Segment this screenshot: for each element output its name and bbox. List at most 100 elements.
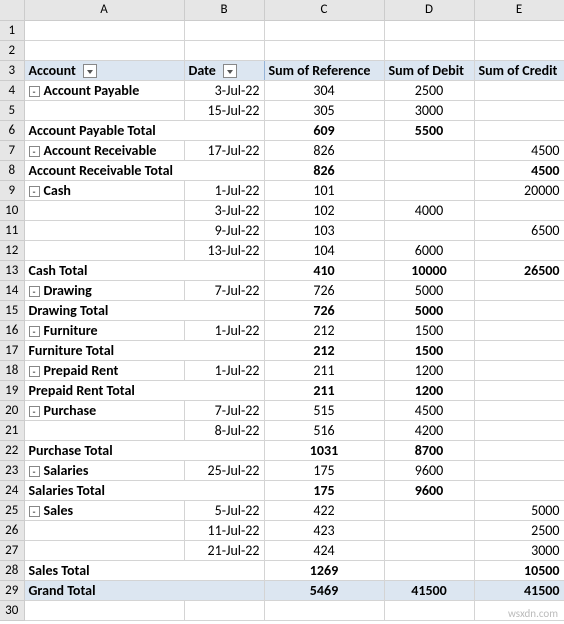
grid: ABCDE123Account Date Sum of ReferenceSum…	[0, 0, 564, 621]
row-header-29[interactable]: 29	[0, 580, 24, 600]
row-header-26[interactable]: 26	[0, 520, 24, 540]
row-header-8[interactable]: 8	[0, 160, 24, 180]
row-header-19[interactable]: 19	[0, 380, 24, 400]
row-header-30[interactable]: 30	[0, 600, 24, 620]
empty-cell[interactable]	[384, 600, 474, 620]
row-header-9[interactable]: 9	[0, 180, 24, 200]
empty-cell[interactable]	[474, 20, 564, 40]
pivot-date: 11-Jul-22	[184, 520, 264, 540]
pivot-debit: 4000	[384, 200, 474, 220]
pivot-header-account[interactable]: Account	[24, 60, 184, 80]
pivot-header-sumdebit: Sum of Debit	[384, 60, 474, 80]
pivot-date: 1-Jul-22	[184, 180, 264, 200]
empty-cell[interactable]	[184, 600, 264, 620]
row-header-13[interactable]: 13	[0, 260, 24, 280]
pivot-date: 7-Jul-22	[184, 400, 264, 420]
row-header-21[interactable]: 21	[0, 420, 24, 440]
collapse-icon[interactable]: -	[29, 506, 40, 517]
pivot-group-account-receivable[interactable]: -Account Receivable	[24, 140, 184, 160]
empty-cell[interactable]	[264, 40, 384, 60]
column-header-c[interactable]: C	[264, 0, 384, 20]
pivot-group-cont	[24, 220, 184, 240]
column-header-e[interactable]: E	[474, 0, 564, 20]
pivot-ref: 212	[264, 320, 384, 340]
pivot-subtotal-debit	[384, 560, 474, 580]
pivot-debit: 6000	[384, 240, 474, 260]
pivot-group-cont	[24, 100, 184, 120]
row-header-24[interactable]: 24	[0, 480, 24, 500]
row-header-23[interactable]: 23	[0, 460, 24, 480]
row-header-22[interactable]: 22	[0, 440, 24, 460]
collapse-icon[interactable]: -	[29, 406, 40, 417]
row-header-12[interactable]: 12	[0, 240, 24, 260]
pivot-group-furniture[interactable]: -Furniture	[24, 320, 184, 340]
row-header-6[interactable]: 6	[0, 120, 24, 140]
pivot-ref: 424	[264, 540, 384, 560]
row-header-3[interactable]: 3	[0, 60, 24, 80]
row-header-2[interactable]: 2	[0, 40, 24, 60]
pivot-group-sales[interactable]: -Sales	[24, 500, 184, 520]
row-header-28[interactable]: 28	[0, 560, 24, 580]
pivot-subtotal-credit: 26500	[474, 260, 564, 280]
row-header-25[interactable]: 25	[0, 500, 24, 520]
empty-cell[interactable]	[24, 40, 184, 60]
column-header-b[interactable]: B	[184, 0, 264, 20]
collapse-icon[interactable]: -	[29, 146, 40, 157]
filter-dropdown-icon[interactable]	[83, 64, 97, 78]
empty-cell[interactable]	[24, 20, 184, 40]
row-header-1[interactable]: 1	[0, 20, 24, 40]
pivot-group-purchase[interactable]: -Purchase	[24, 400, 184, 420]
empty-cell[interactable]	[264, 600, 384, 620]
row-header-10[interactable]: 10	[0, 200, 24, 220]
pivot-date: 5-Jul-22	[184, 500, 264, 520]
empty-cell[interactable]	[184, 20, 264, 40]
pivot-subtotal-ref: 826	[264, 160, 384, 180]
empty-cell[interactable]	[24, 600, 184, 620]
empty-cell[interactable]	[384, 40, 474, 60]
pivot-subtotal-debit: 5000	[384, 300, 474, 320]
row-header-4[interactable]: 4	[0, 80, 24, 100]
collapse-icon[interactable]: -	[29, 366, 40, 377]
row-header-18[interactable]: 18	[0, 360, 24, 380]
column-header-a[interactable]: A	[24, 0, 184, 20]
pivot-group-cash[interactable]: -Cash	[24, 180, 184, 200]
collapse-icon[interactable]: -	[29, 466, 40, 477]
row-header-16[interactable]: 16	[0, 320, 24, 340]
row-header-17[interactable]: 17	[0, 340, 24, 360]
collapse-icon[interactable]: -	[29, 326, 40, 337]
pivot-subtotal-debit	[384, 160, 474, 180]
row-header-15[interactable]: 15	[0, 300, 24, 320]
pivot-ref: 422	[264, 500, 384, 520]
pivot-header-sumcredit: Sum of Credit	[474, 60, 564, 80]
pivot-debit: 3000	[384, 100, 474, 120]
empty-cell[interactable]	[264, 20, 384, 40]
pivot-group-salaries[interactable]: -Salaries	[24, 460, 184, 480]
collapse-icon[interactable]: -	[29, 286, 40, 297]
row-header-20[interactable]: 20	[0, 400, 24, 420]
column-header-d[interactable]: D	[384, 0, 474, 20]
empty-cell[interactable]	[184, 40, 264, 60]
pivot-group-cont	[24, 520, 184, 540]
collapse-icon[interactable]: -	[29, 186, 40, 197]
collapse-icon[interactable]: -	[29, 86, 40, 97]
pivot-group-prepaid-rent[interactable]: -Prepaid Rent	[24, 360, 184, 380]
row-header-5[interactable]: 5	[0, 100, 24, 120]
empty-cell[interactable]	[384, 20, 474, 40]
row-header-7[interactable]: 7	[0, 140, 24, 160]
pivot-group-account-payable[interactable]: -Account Payable	[24, 80, 184, 100]
filter-dropdown-icon[interactable]	[223, 64, 237, 78]
row-header-11[interactable]: 11	[0, 220, 24, 240]
pivot-debit: 4200	[384, 420, 474, 440]
pivot-debit	[384, 520, 474, 540]
pivot-date: 9-Jul-22	[184, 220, 264, 240]
select-all-corner[interactable]	[0, 0, 24, 20]
pivot-credit: 20000	[474, 180, 564, 200]
pivot-subtotal-credit	[474, 480, 564, 500]
pivot-subtotal-ref: 1269	[264, 560, 384, 580]
pivot-debit: 1200	[384, 360, 474, 380]
row-header-14[interactable]: 14	[0, 280, 24, 300]
empty-cell[interactable]	[474, 40, 564, 60]
row-header-27[interactable]: 27	[0, 540, 24, 560]
pivot-group-drawing[interactable]: -Drawing	[24, 280, 184, 300]
pivot-header-date[interactable]: Date	[184, 60, 264, 80]
